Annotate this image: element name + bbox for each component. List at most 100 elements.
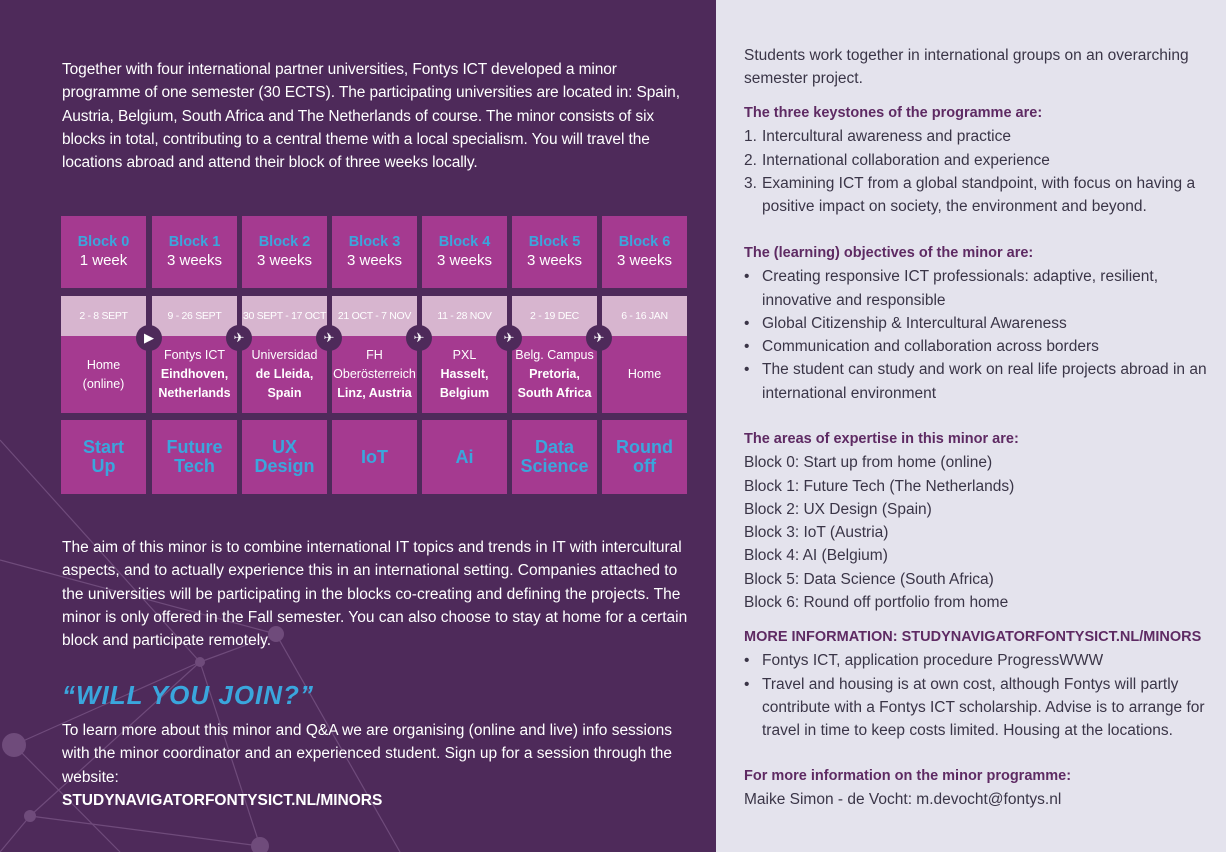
keystones-heading: The three keystones of the programme are… bbox=[744, 105, 1043, 121]
location-line: Fontys ICT bbox=[163, 348, 226, 362]
location-line: Home bbox=[86, 357, 121, 372]
block-location: FH Oberösterreich Linz, Austria bbox=[332, 336, 417, 413]
block-location: PXL Hasselt, Belgium bbox=[422, 336, 507, 413]
block-location: Home (online) bbox=[61, 336, 146, 413]
list-item: Communication and collaboration across b… bbox=[744, 335, 1214, 359]
right-panel: Students work together in international … bbox=[716, 0, 1226, 852]
block-topic: Start Up bbox=[61, 420, 146, 494]
plane-icon: ✈ bbox=[226, 325, 252, 351]
item-text: Examining ICT from a global standpoint, … bbox=[762, 174, 1196, 216]
block-dates: 2 - 8 SEPT bbox=[61, 296, 146, 336]
block-dates: 2 - 19 DEC bbox=[512, 296, 597, 336]
block-title: Block 3 bbox=[348, 234, 401, 250]
block-title: Block 2 bbox=[258, 234, 311, 250]
location-line: Home bbox=[627, 367, 662, 381]
contact-text[interactable]: Maike Simon - de Vocht: m.devocht@fontys… bbox=[744, 791, 1062, 809]
topic-line: Design bbox=[254, 456, 315, 476]
block-header: Block 0 1 week bbox=[61, 216, 146, 288]
item-number: 3. bbox=[744, 174, 757, 192]
keystones-section: The three keystones of the programme are… bbox=[744, 102, 1214, 218]
block-topic: Ai bbox=[422, 420, 507, 494]
contact-heading: For more information on the minor progra… bbox=[744, 768, 1072, 784]
topic-line: Up bbox=[91, 456, 116, 476]
block-title: Block 5 bbox=[528, 234, 581, 250]
item-text: International collaboration and experien… bbox=[762, 151, 1050, 169]
item-number: 2. bbox=[744, 151, 757, 169]
areas-section: The areas of expertise in this minor are… bbox=[744, 428, 1214, 614]
block-title: Block 6 bbox=[618, 234, 671, 250]
intro-text: Together with four international partner… bbox=[62, 61, 680, 172]
block-dates: 6 - 16 JAN bbox=[602, 296, 687, 336]
more-info-list: Fontys ICT, application procedure Progre… bbox=[744, 649, 1224, 742]
learn-text: To learn more about this minor and Q&A w… bbox=[62, 719, 702, 812]
location-line: PXL bbox=[452, 348, 477, 362]
plane-icon: ✈ bbox=[586, 325, 612, 351]
topic-line: Start bbox=[82, 437, 124, 457]
block-topic: UX Design bbox=[242, 420, 327, 494]
block-dates: 11 - 28 NOV bbox=[422, 296, 507, 336]
block-location: Belg. Campus Pretoria, South Africa bbox=[512, 336, 597, 413]
areas-heading: The areas of expertise in this minor are… bbox=[744, 431, 1019, 447]
location-line: Netherlands bbox=[158, 386, 231, 400]
topic-line: Future bbox=[166, 437, 223, 457]
topic-line: Ai bbox=[455, 446, 474, 467]
location-line: Oberösterreich bbox=[333, 367, 416, 381]
location-line: Belg. Campus bbox=[515, 348, 594, 362]
list-item: Block 6: Round off portfolio from home bbox=[744, 594, 1009, 612]
block-header: Block 1 3 weeks bbox=[152, 216, 237, 288]
block-title: Block 4 bbox=[438, 234, 491, 250]
block-dates: 9 - 26 SEPT bbox=[152, 296, 237, 336]
topic-line: off bbox=[633, 456, 656, 476]
location-line: Hasselt, bbox=[440, 367, 489, 381]
more-info-heading[interactable]: MORE INFORMATION: STUDYNAVIGATORFONTYSIC… bbox=[744, 629, 1202, 645]
location-line: South Africa bbox=[517, 386, 592, 400]
block-topic: Round off bbox=[602, 420, 687, 494]
block-topic: IoT bbox=[332, 420, 417, 494]
location-line: de Lleida, bbox=[255, 367, 314, 381]
location-line: Linz, Austria bbox=[337, 386, 412, 400]
block-duration: 3 weeks bbox=[616, 252, 673, 269]
block-location: Fontys ICT Eindhoven, Netherlands bbox=[152, 336, 237, 413]
list-item: 3. Examining ICT from a global standpoint… bbox=[744, 172, 1214, 219]
keystones-list: 1. Intercultural awareness and practice 2… bbox=[744, 125, 1214, 218]
block-header: Block 4 3 weeks bbox=[422, 216, 507, 288]
block-header: Block 5 3 weeks bbox=[512, 216, 597, 288]
location-line: Universidad bbox=[251, 348, 318, 362]
block-topic: Future Tech bbox=[152, 420, 237, 494]
block-header: Block 2 3 weeks bbox=[242, 216, 327, 288]
list-item: Block 1: Future Tech (The Netherlands) bbox=[744, 477, 1015, 495]
block-header: Block 6 3 weeks bbox=[602, 216, 687, 288]
location-line: (online) bbox=[82, 376, 125, 391]
groups-text: Students work together in international … bbox=[744, 47, 1189, 88]
block-duration: 1 week bbox=[79, 252, 128, 269]
list-item: Block 5: Data Science (South Africa) bbox=[744, 570, 994, 588]
learn-body: To learn more about this minor and Q&A w… bbox=[62, 722, 673, 786]
topic-line: Science bbox=[520, 456, 589, 476]
list-item: The student can study and work on real l… bbox=[744, 358, 1214, 405]
plane-icon: ✈ bbox=[406, 325, 432, 351]
list-item: Fontys ICT, application procedure Progre… bbox=[744, 649, 1224, 673]
list-item: Block 2: UX Design (Spain) bbox=[744, 500, 932, 518]
list-item: 1. Intercultural awareness and practice bbox=[744, 125, 1214, 148]
block-dates: 21 OCT - 7 NOV bbox=[332, 296, 417, 336]
topic-line: UX bbox=[271, 437, 297, 457]
list-item: Block 0: Start up from home (online) bbox=[744, 454, 993, 472]
location-line: FH bbox=[366, 348, 383, 362]
list-item: 2. International collaboration and experi… bbox=[744, 149, 1214, 172]
block-title: Block 1 bbox=[168, 234, 221, 250]
objectives-list: Creating responsive ICT professionals: a… bbox=[744, 265, 1214, 405]
contact-section: For more information on the minor progra… bbox=[744, 765, 1214, 812]
block-location: Universidad de Lleida, Spain bbox=[242, 336, 327, 413]
aim-text: The aim of this minor is to combine inte… bbox=[62, 539, 688, 650]
objectives-section: The (learning) objectives of the minor a… bbox=[744, 242, 1214, 405]
block-title: Block 0 bbox=[77, 234, 130, 250]
learn-url[interactable]: STUDYNAVIGATORFONTYSICT.NL/MINORS bbox=[62, 791, 383, 809]
block-location: Home bbox=[602, 336, 687, 413]
topic-line: IoT bbox=[361, 446, 388, 467]
list-item: Global Citizenship & Intercultural Aware… bbox=[744, 312, 1214, 336]
objectives-heading: The (learning) objectives of the minor a… bbox=[744, 245, 1034, 261]
list-item: Block 4: AI (Belgium) bbox=[744, 547, 888, 565]
item-text: Intercultural awareness and practice bbox=[762, 128, 1011, 146]
topic-line: Data bbox=[534, 437, 574, 457]
location-line: Pretoria, bbox=[529, 367, 580, 381]
